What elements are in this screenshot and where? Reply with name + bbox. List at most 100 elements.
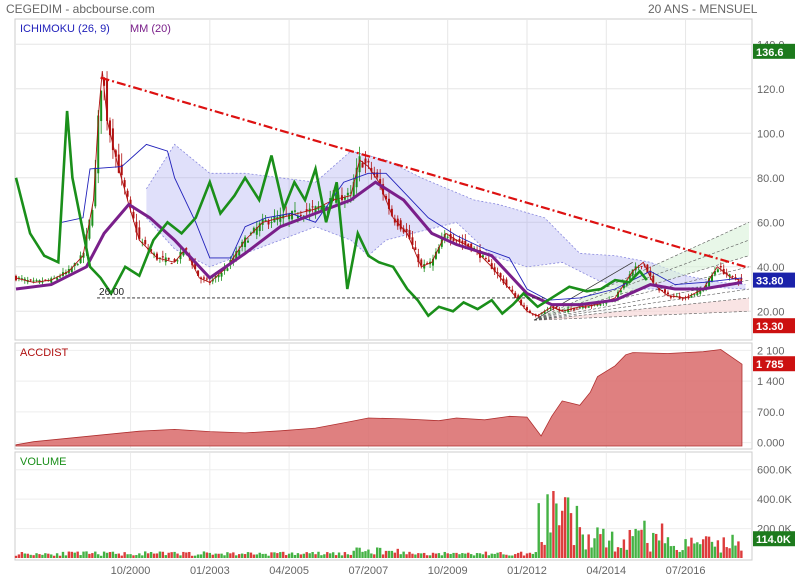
candle-body bbox=[155, 253, 158, 260]
candle-body bbox=[59, 276, 62, 278]
volume-bar bbox=[114, 553, 118, 558]
date-tick-label: 01/2003 bbox=[190, 565, 230, 577]
candle-body bbox=[555, 307, 558, 309]
volume-bar bbox=[687, 546, 690, 558]
candle-body bbox=[561, 309, 564, 311]
candle-body bbox=[364, 158, 367, 164]
candle-body bbox=[737, 280, 740, 282]
volume-bar bbox=[279, 552, 282, 558]
volume-bar bbox=[481, 554, 485, 558]
candle-body bbox=[731, 275, 734, 277]
volume-bar bbox=[602, 528, 605, 558]
accdist-tick-label: 2 100 bbox=[757, 345, 785, 357]
candle-body bbox=[505, 279, 508, 286]
volume-bar bbox=[423, 552, 426, 558]
volume-bar bbox=[214, 553, 217, 558]
accdist-area-fill bbox=[15, 349, 743, 447]
volume-bar bbox=[235, 555, 238, 558]
volume-bar bbox=[346, 554, 350, 558]
volume-bar bbox=[593, 538, 596, 558]
volume-bar bbox=[305, 552, 308, 558]
volume-bar bbox=[182, 551, 185, 558]
volume-bar bbox=[144, 551, 147, 558]
candle-body bbox=[258, 223, 261, 232]
volume-bar bbox=[52, 555, 56, 558]
volume-bar bbox=[490, 553, 493, 558]
volume-bar bbox=[640, 529, 643, 558]
candle-body bbox=[649, 270, 652, 276]
candle-body bbox=[411, 237, 414, 246]
candle-body bbox=[352, 181, 355, 198]
volume-bar bbox=[608, 540, 611, 558]
volume-bar bbox=[722, 537, 725, 558]
volume-bar bbox=[657, 540, 661, 558]
date-tick-label: 10/2009 bbox=[428, 565, 468, 577]
candle-body bbox=[244, 237, 247, 248]
candle-body bbox=[296, 215, 299, 219]
candle-body bbox=[197, 270, 200, 276]
volume-bar bbox=[208, 552, 212, 558]
volume-bar bbox=[505, 554, 508, 558]
volume-bar bbox=[317, 551, 320, 558]
candle-body bbox=[311, 206, 314, 208]
volume-bar bbox=[191, 555, 194, 558]
candle-body bbox=[537, 315, 540, 317]
volume-bar bbox=[149, 551, 153, 558]
volume-bar bbox=[731, 534, 734, 558]
volume-bar bbox=[734, 545, 737, 558]
volume-bar bbox=[129, 554, 132, 558]
volume-bar bbox=[14, 555, 18, 558]
volume-bar bbox=[493, 553, 496, 558]
date-tick-label: 04/2014 bbox=[586, 565, 626, 577]
cloud-upper-line bbox=[146, 143, 746, 285]
volume-bar bbox=[440, 555, 444, 558]
volume-bar bbox=[273, 552, 276, 558]
candle-body bbox=[490, 263, 493, 269]
candle-body bbox=[185, 248, 188, 250]
volume-bar bbox=[237, 554, 241, 558]
volume-bar bbox=[64, 555, 68, 558]
candle-body bbox=[605, 302, 608, 304]
candle-body bbox=[687, 296, 690, 299]
volume-bar bbox=[202, 551, 206, 558]
volume-bar bbox=[646, 542, 649, 558]
volume-bar bbox=[461, 553, 464, 558]
price-badge bbox=[753, 272, 795, 288]
volume-bar bbox=[185, 552, 188, 558]
volume-bar bbox=[522, 555, 526, 558]
volume-bar bbox=[276, 553, 279, 558]
volume-badge bbox=[753, 531, 795, 547]
volume-bar bbox=[264, 553, 267, 558]
volume-bar bbox=[472, 555, 476, 558]
volume-bar bbox=[420, 553, 423, 558]
candle-body bbox=[161, 256, 164, 258]
candle-body bbox=[710, 274, 713, 282]
volume-bar bbox=[405, 554, 408, 558]
volume-bar bbox=[516, 552, 520, 558]
volume-bar bbox=[161, 551, 165, 558]
volume-bar bbox=[552, 491, 555, 558]
volume-bar bbox=[596, 527, 599, 558]
candle-body bbox=[170, 263, 173, 265]
volume-bar bbox=[164, 555, 167, 558]
volume-bar bbox=[355, 547, 358, 558]
volume-bar bbox=[514, 554, 517, 558]
volume-bar bbox=[61, 551, 65, 558]
volume-bar bbox=[50, 554, 53, 558]
price-tick-label: 80.00 bbox=[757, 173, 785, 185]
accdist-title: ACCDIST bbox=[20, 347, 69, 359]
candle-body bbox=[617, 291, 620, 300]
volume-bar bbox=[707, 536, 711, 558]
price-badge bbox=[753, 43, 795, 59]
volume-bar bbox=[141, 555, 144, 558]
volume-bar bbox=[431, 552, 435, 558]
candle-body bbox=[261, 218, 264, 225]
volume-bar bbox=[334, 555, 338, 558]
volume-bar bbox=[311, 552, 314, 558]
candle-body bbox=[238, 249, 241, 256]
candle-body bbox=[56, 277, 59, 280]
volume-bar bbox=[135, 555, 138, 558]
volume-bar bbox=[88, 553, 91, 558]
volume-badge-text: 114.0K bbox=[756, 534, 791, 546]
candle-body bbox=[523, 305, 526, 307]
